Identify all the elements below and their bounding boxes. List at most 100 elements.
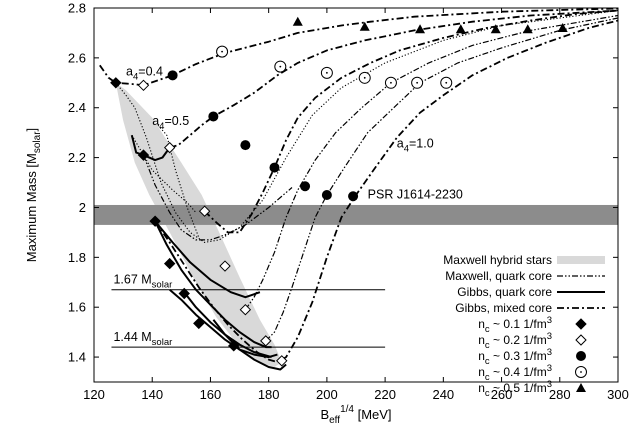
text-span: [MeV] — [354, 407, 392, 422]
text-span: ~ 0.5 1/fm — [490, 381, 547, 395]
filled-diamond-marker — [137, 149, 150, 161]
x-axis-label-sup: 1/4 — [340, 404, 354, 415]
curve-solid — [212, 319, 287, 371]
curve-label: a4=1.0 — [397, 137, 434, 155]
curve-dash-dot-dot — [244, 14, 618, 311]
text-span: n — [478, 365, 485, 379]
y-tick-label: 2.6 — [68, 50, 86, 65]
curve-dotted — [115, 9, 618, 243]
legend-label: nc ~ 0.3 1/fm3 — [478, 347, 552, 367]
legend-label-sub: c — [485, 340, 490, 351]
curve-solid — [154, 220, 261, 299]
legend-label: Gibbs, mixed core — [455, 301, 552, 315]
legend-label: Maxwell hybrid stars — [443, 253, 552, 267]
text-span: ] — [24, 128, 39, 132]
legend-label-sub: c — [485, 372, 490, 383]
text-span: a — [397, 137, 404, 151]
text-span: =0.5 — [164, 114, 189, 128]
open-circle-dot — [416, 81, 419, 84]
curve-label-sub: 4 — [404, 144, 409, 155]
open-diamond-marker — [219, 260, 231, 272]
open-circle-dot — [325, 71, 328, 74]
legend-label-sup: 3 — [547, 379, 552, 390]
psr-band — [94, 204, 618, 225]
legend-label: Maxwell, quark core — [445, 269, 552, 283]
text-span: B — [320, 407, 329, 422]
text-span: 1.67 M — [113, 273, 151, 287]
legend-label-sup: 3 — [547, 363, 552, 374]
curve-label: a4=0.5 — [152, 114, 189, 132]
text-span: n — [478, 381, 485, 395]
filled-triangle-marker — [292, 16, 303, 26]
curve-label: a4=0.4 — [126, 64, 163, 82]
filled-diamond-marker — [178, 287, 190, 300]
open-diamond-marker — [137, 79, 150, 92]
text-span: =1.0 — [409, 137, 434, 151]
y-axis-label: Maximum Mass [Msolar] — [24, 128, 43, 262]
filled-diamond-marker — [163, 257, 176, 270]
open-circle-marker — [216, 45, 229, 58]
curve-dash-dot — [154, 19, 618, 363]
filled-diamond-marker — [193, 317, 205, 330]
text-span: 1.44 M — [113, 330, 151, 344]
filled-triangle-marker — [557, 22, 568, 32]
text-span: a — [126, 64, 133, 78]
filled-circle-marker — [269, 162, 280, 173]
text-span: ~ 0.4 1/fm — [490, 365, 547, 379]
reference-line-label-sub: solar — [152, 280, 173, 291]
legend-label: Gibbs, quark core — [457, 285, 552, 299]
filled-circle-marker — [208, 111, 219, 122]
curve-dash-dot-dot — [142, 154, 293, 241]
text-span: n — [478, 349, 485, 363]
open-diamond-marker — [276, 355, 288, 367]
text-span: n — [478, 333, 485, 347]
filled-diamond-marker — [110, 77, 122, 89]
curve-solid — [130, 134, 171, 162]
legend-label-sub: c — [485, 356, 490, 367]
y-tick-label: 1.6 — [68, 300, 86, 315]
legend-label: nc ~ 0.4 1/fm3 — [478, 363, 552, 383]
legend-label: nc ~ 0.1 1/fm3 — [478, 315, 552, 335]
filled-triangle-marker — [522, 24, 533, 34]
open-circle-dot — [445, 81, 448, 84]
y-tick-label: 2 — [79, 200, 86, 215]
x-tick-label: 180 — [258, 387, 280, 402]
text-span: n — [478, 317, 485, 331]
curve-label-sub: 4 — [133, 71, 138, 82]
open-diamond-marker — [239, 303, 252, 316]
filled-circle-marker — [321, 190, 332, 200]
open-circle-marker — [440, 76, 453, 89]
open-circle-dot — [390, 81, 392, 84]
legend-label-sup: 3 — [547, 331, 552, 342]
legend-label: nc ~ 0.2 1/fm3 — [478, 331, 552, 351]
x-tick-label: 200 — [316, 387, 338, 402]
filled-circle-marker — [300, 181, 311, 192]
curve-label-sub: 4 — [159, 121, 164, 132]
open-diamond-marker — [575, 334, 587, 346]
curve-dash-dot-dot — [265, 17, 618, 342]
curve-dash-dot — [169, 9, 618, 149]
y-tick-label: 1.8 — [68, 250, 86, 265]
filled-triangle-marker — [490, 24, 501, 34]
x-axis-label-sub: eff — [329, 415, 340, 426]
curve-solid — [169, 288, 278, 359]
x-tick-label: 120 — [83, 387, 105, 402]
x-tick-label: 160 — [200, 387, 222, 402]
open-diamond-marker — [260, 335, 272, 347]
filled-circle-marker — [576, 351, 586, 361]
y-tick-label: 2.8 — [68, 1, 86, 16]
text-span: ~ 0.1 1/fm — [490, 317, 547, 331]
x-tick-label: 300 — [607, 387, 629, 402]
x-tick-label: 140 — [141, 387, 163, 402]
open-circle-dot — [580, 371, 582, 373]
open-circle-dot — [363, 76, 366, 79]
open-diamond-marker — [198, 205, 211, 217]
plot-frame — [93, 7, 619, 383]
legend-label: nc ~ 0.5 1/fm3 — [478, 379, 552, 399]
open-circle-marker — [384, 76, 397, 89]
y-tick-label: 2.2 — [68, 150, 86, 165]
filled-circle-marker — [167, 70, 178, 81]
open-circle-marker — [358, 71, 371, 84]
filled-triangle-marker — [576, 383, 586, 392]
